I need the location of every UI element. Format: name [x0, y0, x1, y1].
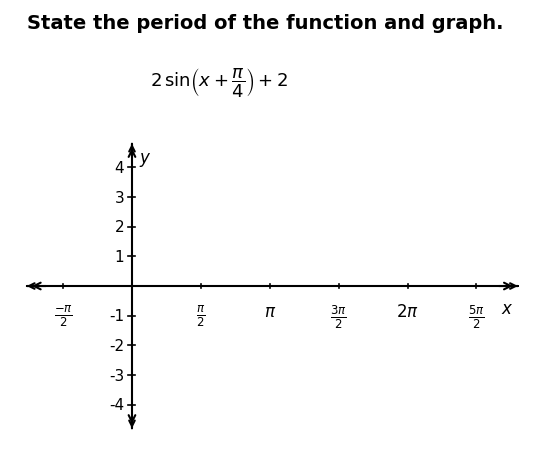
Text: 1: 1	[114, 249, 124, 264]
Text: $2\,\sin\!\left(x+\dfrac{\pi}{4}\right)+2$: $2\,\sin\!\left(x+\dfrac{\pi}{4}\right)+…	[150, 65, 288, 98]
Text: $\frac{3\pi}{2}$: $\frac{3\pi}{2}$	[331, 303, 347, 330]
Text: $\frac{5\pi}{2}$: $\frac{5\pi}{2}$	[468, 303, 485, 330]
Text: 2: 2	[114, 220, 124, 235]
Text: -2: -2	[109, 338, 124, 353]
Text: $\pi$: $\pi$	[264, 303, 276, 321]
Text: State the period of the function and graph.: State the period of the function and gra…	[27, 14, 503, 32]
Text: $\frac{\pi}{2}$: $\frac{\pi}{2}$	[196, 303, 206, 328]
Text: $x$: $x$	[500, 300, 513, 318]
Text: $y$: $y$	[138, 150, 151, 168]
Text: $2\pi$: $2\pi$	[396, 303, 419, 321]
Text: $\frac{-\pi}{2}$: $\frac{-\pi}{2}$	[53, 303, 73, 328]
Text: 3: 3	[114, 190, 124, 205]
Text: -1: -1	[109, 308, 124, 323]
Text: 4: 4	[114, 161, 124, 175]
Text: -3: -3	[109, 368, 124, 382]
Text: -4: -4	[109, 397, 124, 412]
